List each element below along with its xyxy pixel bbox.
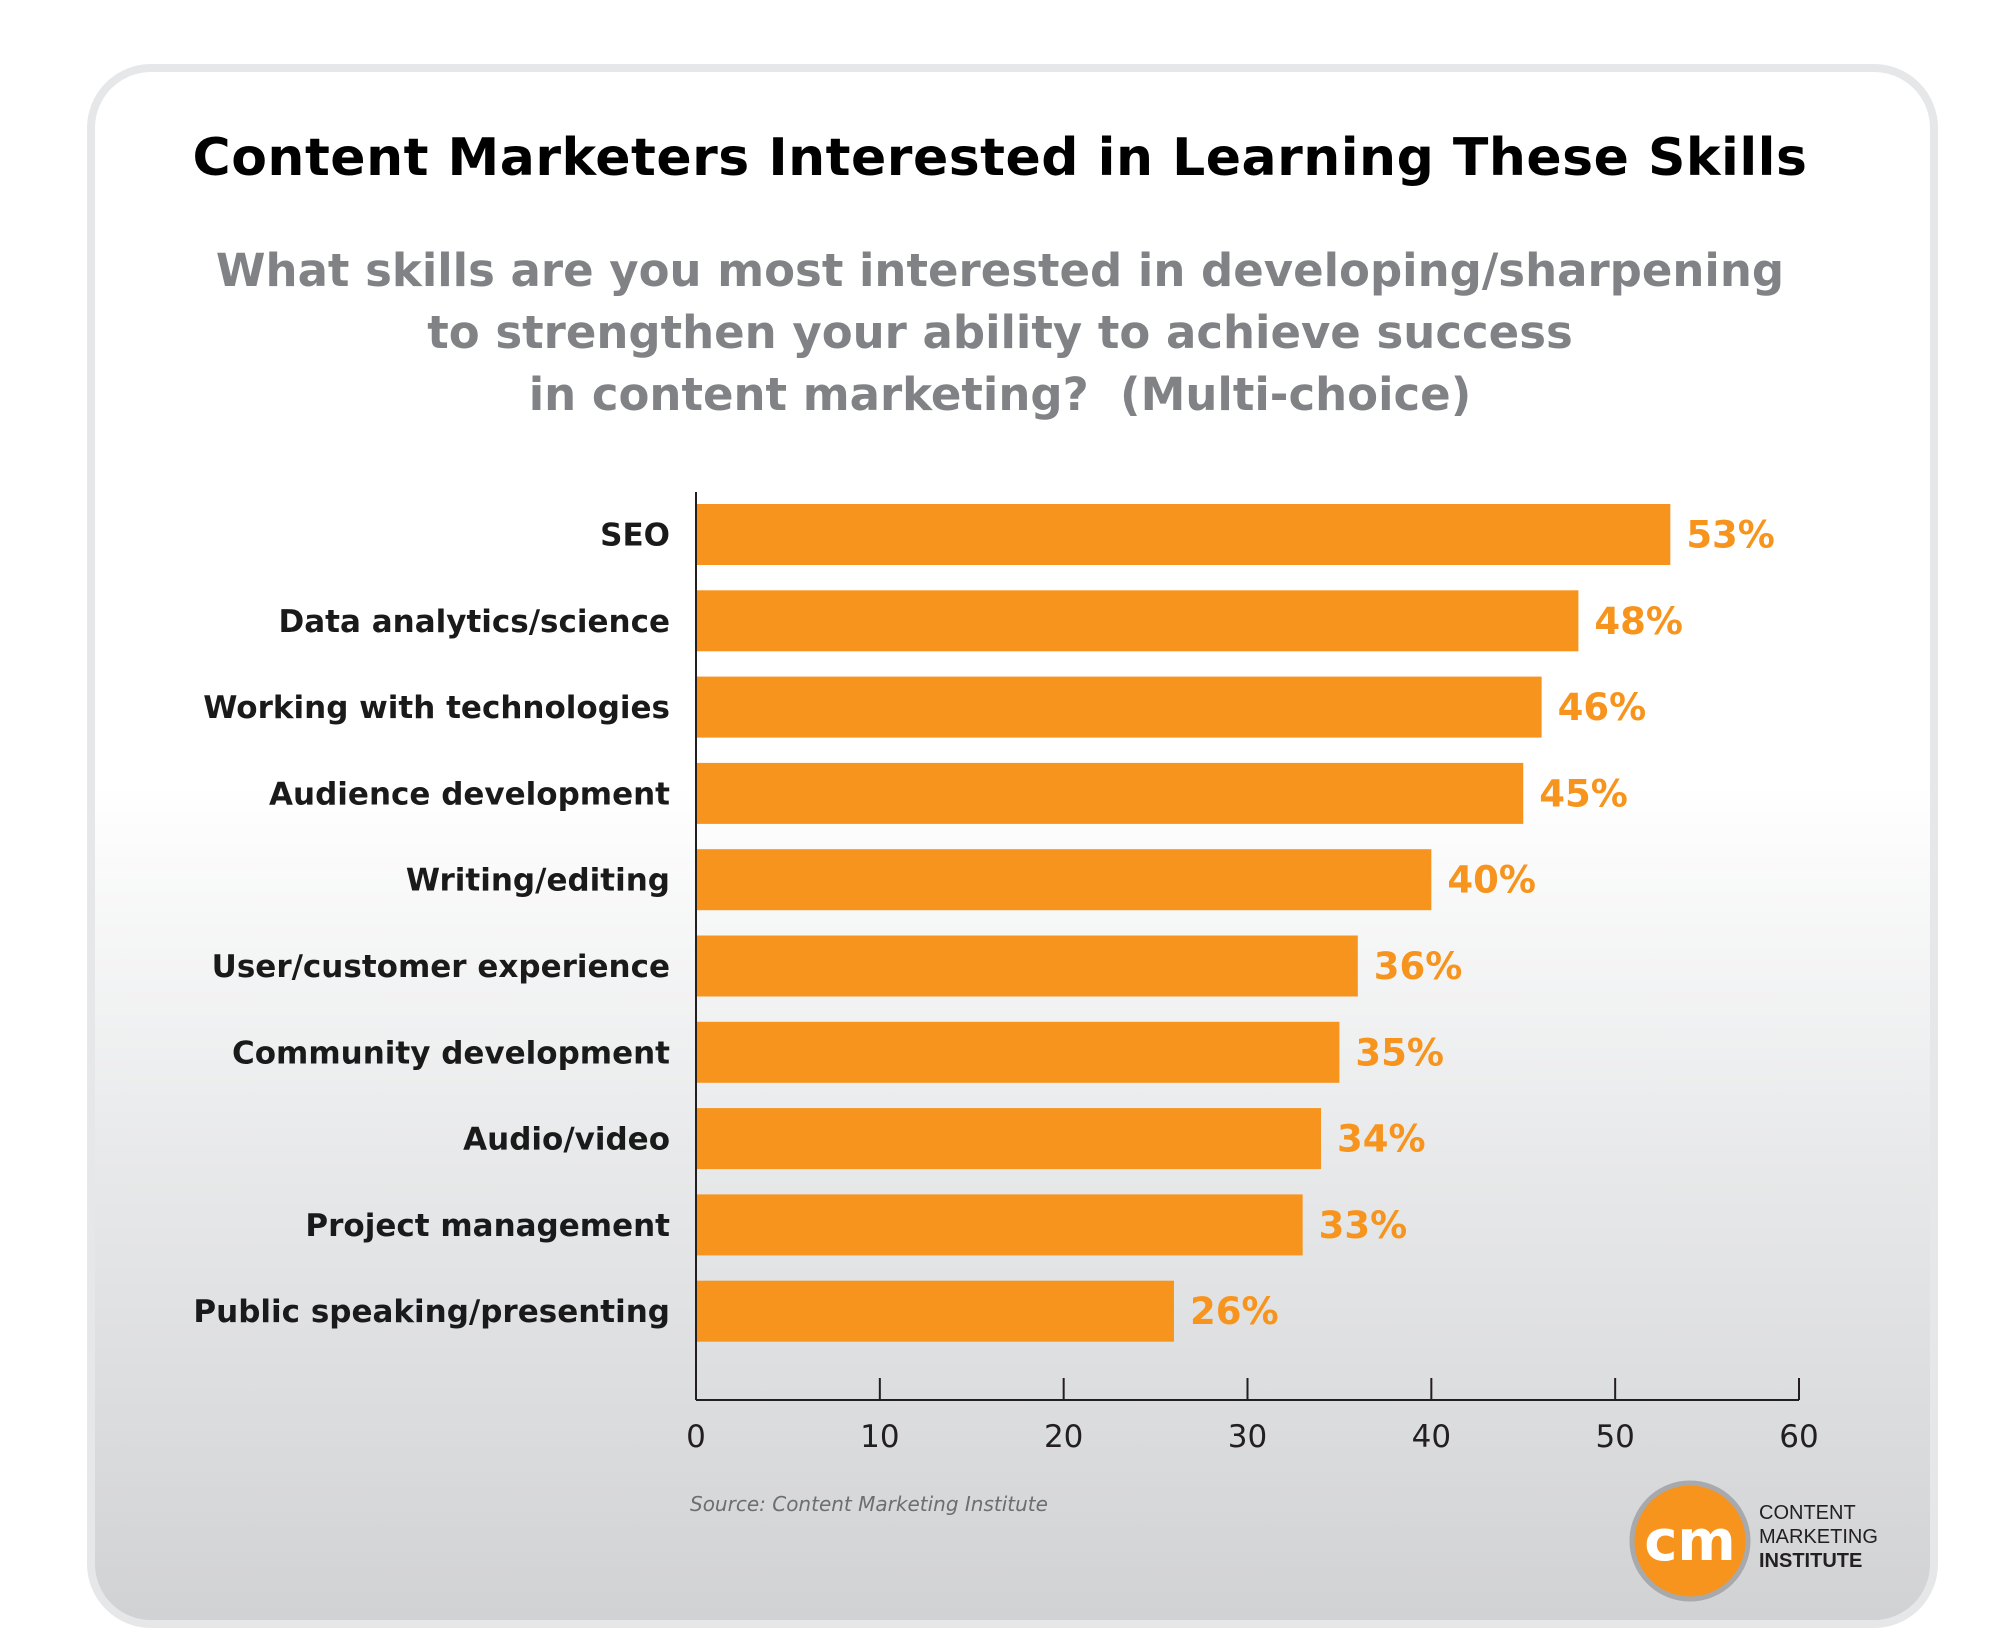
x-tick-label: 0 (686, 1419, 706, 1455)
bar (696, 1194, 1303, 1256)
bar (696, 762, 1524, 824)
subtitle-line: What skills are you most interested in d… (215, 244, 1785, 297)
category-label: Working with technologies (203, 690, 670, 726)
value-label: 26% (1190, 1290, 1279, 1333)
subtitle-line: in content marketing? (Multi-choice) (528, 368, 1472, 421)
category-label: Writing/editing (406, 863, 670, 899)
bar (696, 1280, 1174, 1342)
x-tick-label: 50 (1595, 1419, 1634, 1455)
chart-subtitle: What skills are you most interested in d… (0, 240, 2000, 426)
bar (696, 590, 1579, 652)
x-tick-label: 40 (1412, 1419, 1451, 1455)
bar (696, 504, 1671, 565)
value-label: 33% (1319, 1204, 1408, 1247)
value-label: 46% (1558, 686, 1647, 729)
category-label: Project management (305, 1208, 670, 1244)
category-label: SEO (600, 518, 670, 554)
bar (696, 849, 1432, 911)
logo-text: CONTENT MARKETING INSTITUTE (1759, 1501, 1878, 1573)
value-label: 35% (1355, 1031, 1444, 1074)
x-tick-label: 20 (1044, 1419, 1083, 1455)
category-label: Audience development (269, 776, 670, 812)
x-tick-label: 10 (860, 1419, 899, 1455)
bar (696, 676, 1542, 738)
category-label: User/customer experience (212, 949, 670, 985)
logo-line: INSTITUTE (1759, 1550, 1863, 1572)
category-label: Public speaking/presenting (193, 1294, 670, 1330)
value-label: 40% (1447, 859, 1536, 902)
chart-card (87, 64, 1938, 1628)
category-label: Community development (232, 1035, 670, 1071)
bar (696, 1021, 1340, 1083)
subtitle-line: to strengthen your ability to achieve su… (427, 306, 1573, 359)
logo-line: CONTENT (1759, 1502, 1856, 1524)
source-note: Source: Content Marketing Institute (690, 1492, 1048, 1516)
category-label: Data analytics/science (279, 604, 670, 640)
chart-title: Content Marketers Interested in Learning… (192, 128, 1808, 188)
value-label: 45% (1539, 772, 1628, 815)
value-label: 36% (1374, 945, 1463, 988)
x-tick-label: 60 (1779, 1419, 1818, 1455)
bar (696, 1108, 1322, 1170)
logo-line: MARKETING (1759, 1526, 1878, 1548)
value-label: 48% (1594, 600, 1683, 643)
x-tick-label: 30 (1228, 1419, 1267, 1455)
value-label: 53% (1686, 514, 1775, 557)
value-label: 34% (1337, 1118, 1426, 1161)
category-label: Audio/video (463, 1122, 670, 1158)
bar (696, 935, 1358, 997)
